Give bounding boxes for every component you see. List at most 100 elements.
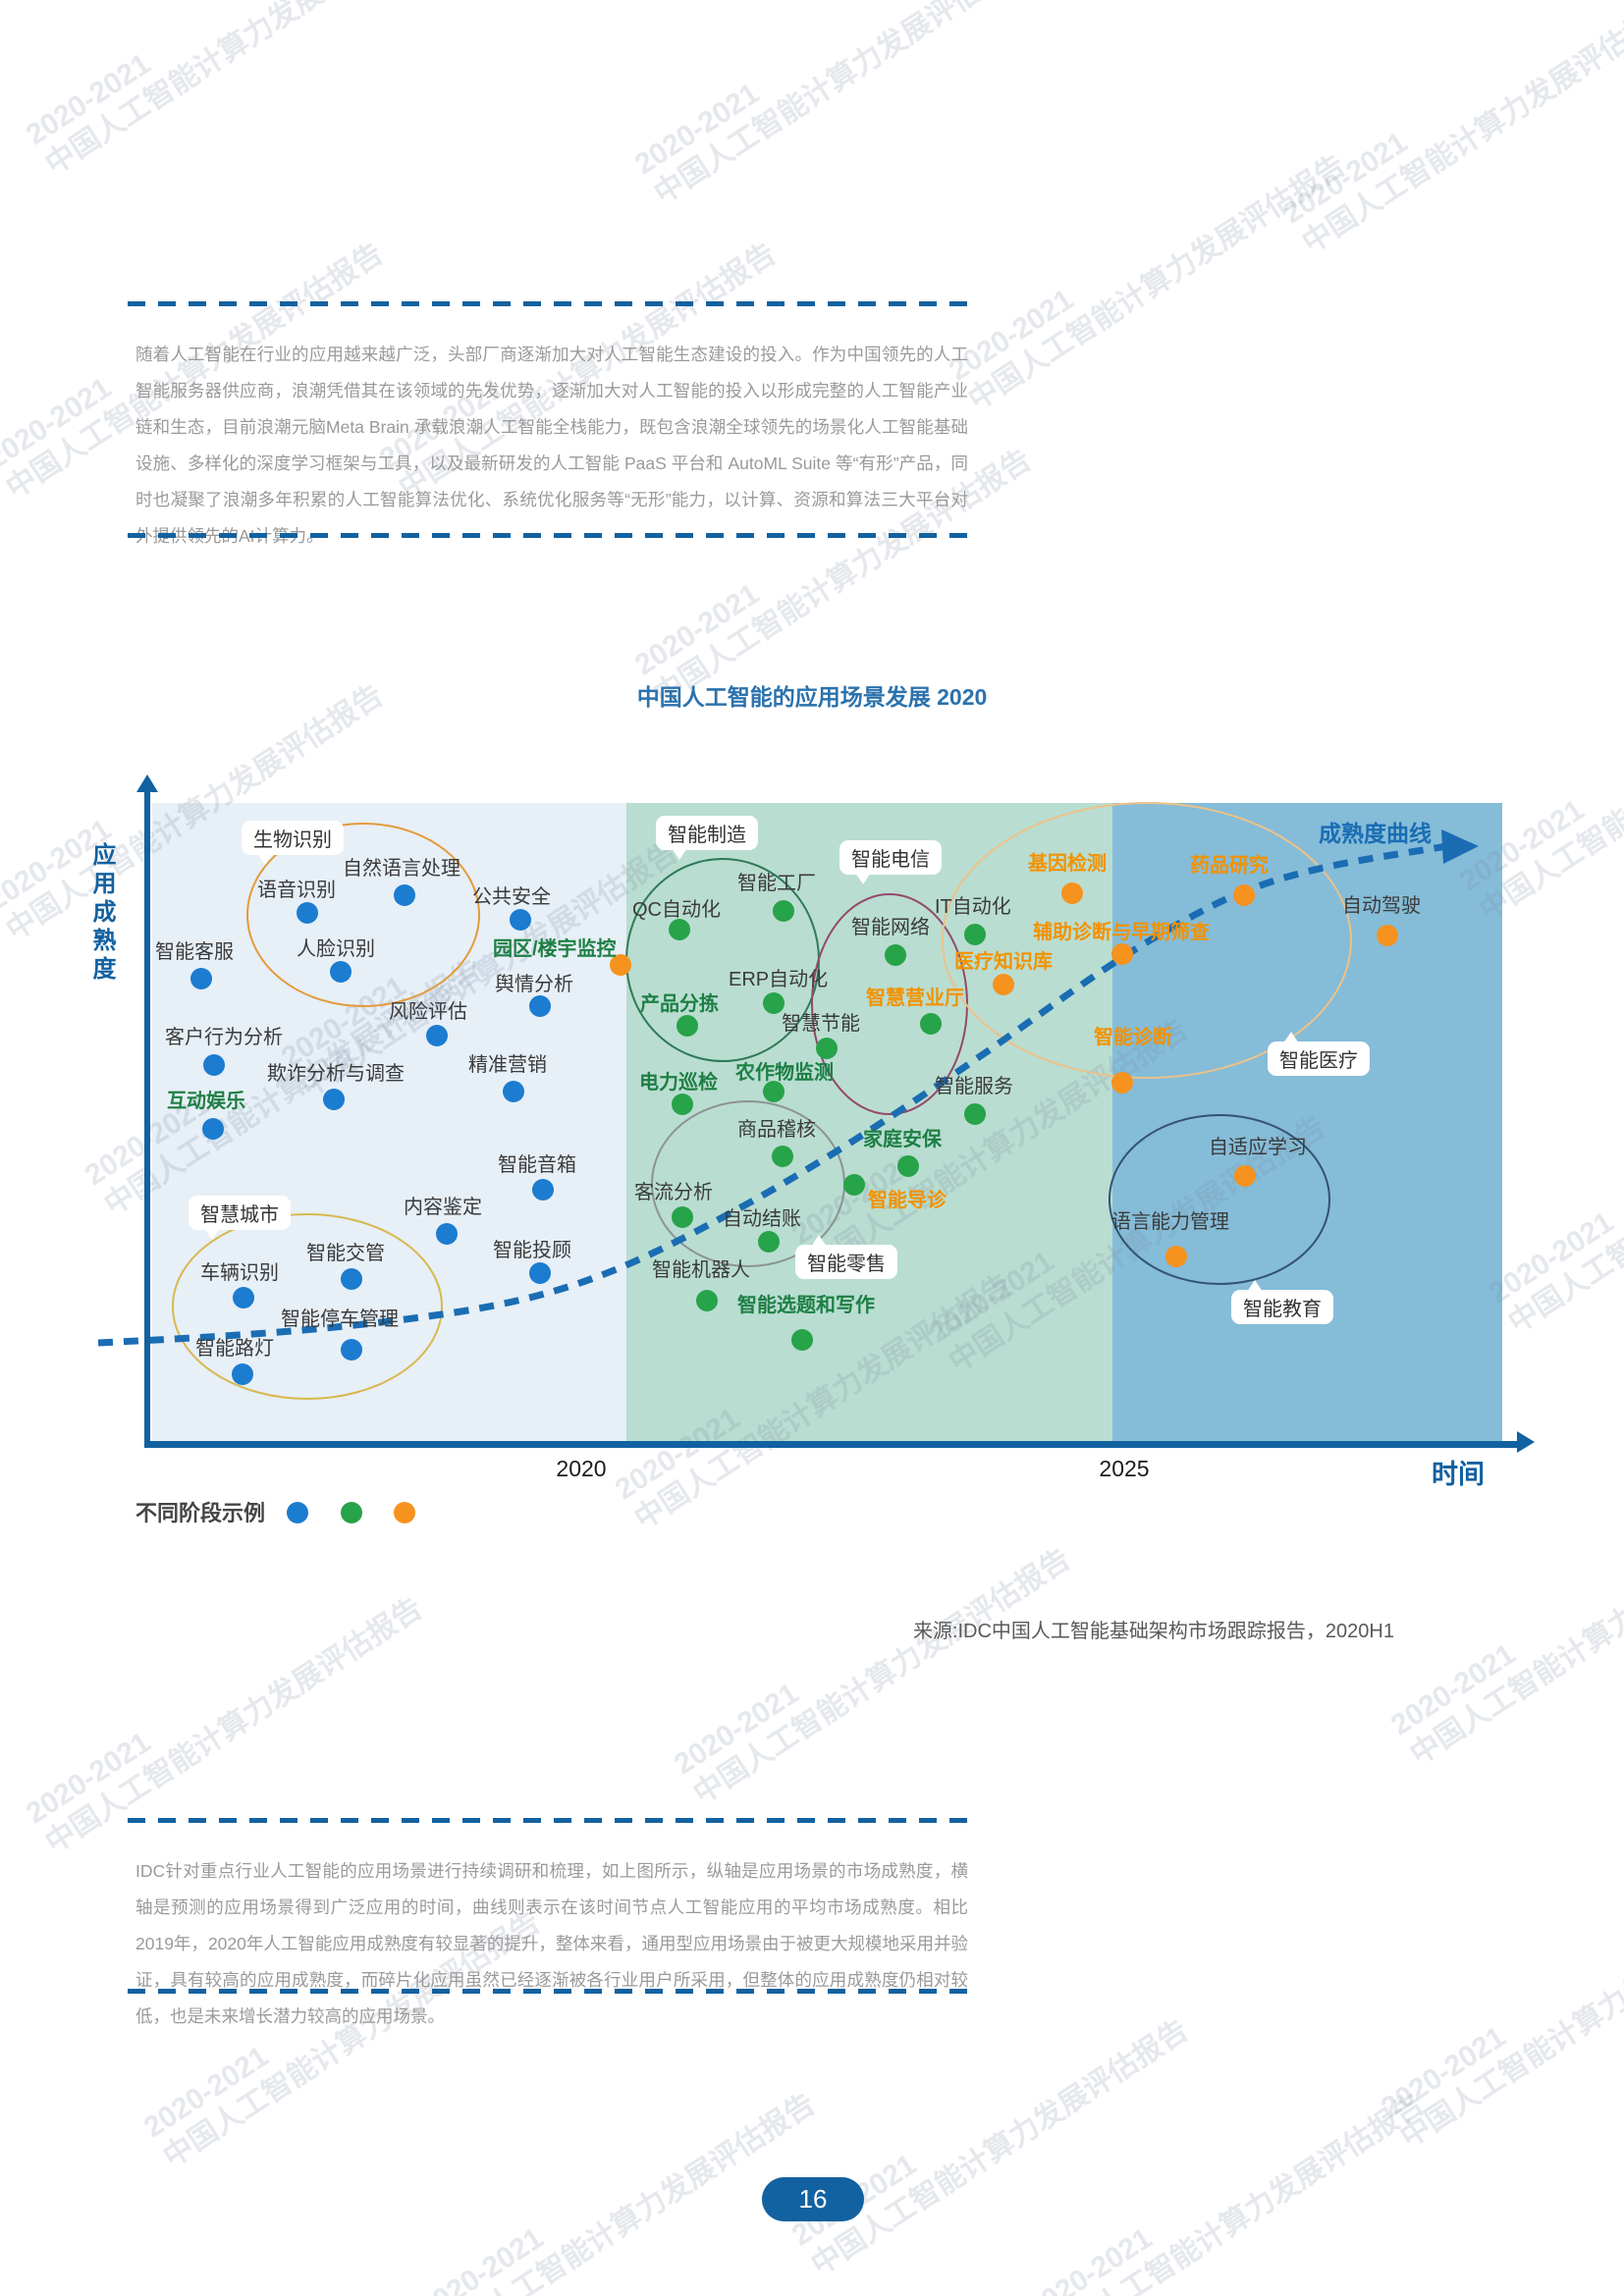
- data-point-dot: [885, 944, 906, 966]
- data-point-dot: [330, 961, 352, 983]
- data-point-label: 辅助诊断与早期筛查: [1033, 922, 1210, 943]
- y-axis-arrow-icon: [136, 774, 158, 792]
- data-point-label: 智能交管: [306, 1243, 385, 1264]
- data-point-dot: [696, 1290, 718, 1311]
- data-point-dot: [669, 919, 690, 940]
- data-point-label: 智能服务: [935, 1076, 1013, 1097]
- data-point-label: 欺诈分析与调查: [267, 1063, 405, 1085]
- data-point-dot: [529, 995, 551, 1017]
- legend-stage-dot: [287, 1502, 308, 1523]
- group-callout: 智能制造: [656, 816, 758, 860]
- data-point-dot: [773, 900, 794, 922]
- data-point-label: 车辆识别: [200, 1262, 279, 1284]
- data-point-label: 园区/楼宇监控: [493, 938, 617, 960]
- data-point-label: 智能停车管理: [281, 1308, 399, 1330]
- separator-dashed-bottom: [128, 1989, 968, 1994]
- data-point-dot: [426, 1025, 448, 1046]
- legend-label: 不同阶段示例: [135, 1501, 266, 1525]
- data-point-dot: [233, 1287, 254, 1308]
- data-point-dot: [1234, 1165, 1256, 1187]
- data-point-label: 自然语言处理: [343, 858, 460, 880]
- intro-paragraph: 随着人工智能在行业的应用越来越广泛，头部厂商逐渐加大对人工智能生态建设的投入。作…: [135, 344, 968, 546]
- data-point-dot: [203, 1054, 225, 1076]
- separator-dashed-intro-bottom: [128, 533, 968, 538]
- data-point-dot: [436, 1223, 458, 1245]
- separator-dashed-analysis-top: [128, 1818, 968, 1823]
- legend-dots: [0, 1502, 1624, 1523]
- data-point-dot: [772, 1146, 793, 1167]
- data-point-dot: [297, 902, 318, 924]
- data-point-label: 客流分析: [634, 1182, 713, 1203]
- data-point-label: ERP自动化: [729, 969, 829, 990]
- group-callout: 智能医疗: [1268, 1032, 1370, 1076]
- group-callout: 生物识别: [242, 821, 344, 865]
- data-point-label: 语言能力管理: [1111, 1211, 1229, 1233]
- data-point-label: 智能导诊: [868, 1190, 947, 1211]
- data-point-label: 智能机器人: [652, 1259, 750, 1281]
- x-axis-label: 时间: [1432, 1460, 1485, 1489]
- data-point-dot: [1233, 884, 1255, 906]
- data-point-dot: [503, 1081, 524, 1102]
- group-callout: 智能零售: [795, 1235, 897, 1279]
- x-axis-line: [144, 1441, 1519, 1448]
- data-point-label: 自动结账: [723, 1208, 801, 1230]
- data-point-dot: [677, 1015, 698, 1037]
- data-point-dot: [1061, 882, 1083, 904]
- data-point-label: 商品稽核: [737, 1119, 816, 1141]
- maturity-curve-label: 成熟度曲线: [1319, 821, 1432, 846]
- data-point-label: 智慧营业厅: [866, 988, 964, 1009]
- data-point-dot: [791, 1329, 813, 1351]
- data-point-label: 智能投顾: [493, 1240, 571, 1261]
- legend-stage-dot: [341, 1502, 362, 1523]
- data-point-dot: [532, 1179, 554, 1201]
- chart-band: [1112, 803, 1502, 1441]
- data-point-dot: [341, 1268, 362, 1290]
- data-point-label: 客户行为分析: [165, 1027, 283, 1048]
- data-point-label: QC自动化: [632, 899, 721, 921]
- data-point-dot: [1111, 943, 1133, 965]
- data-point-label: 互动娱乐: [167, 1091, 245, 1112]
- data-point-label: 风险评估: [389, 1001, 467, 1023]
- data-point-label: 人脸识别: [297, 938, 375, 960]
- group-callout: 智慧城市: [189, 1196, 291, 1240]
- data-point-label: IT自动化: [935, 896, 1011, 918]
- data-point-label: 农作物监测: [735, 1062, 834, 1084]
- data-point-dot: [758, 1231, 780, 1253]
- data-point-dot: [1111, 1072, 1133, 1094]
- data-point-dot: [897, 1155, 919, 1177]
- data-point-label: 智慧节能: [782, 1013, 860, 1035]
- separator-dashed-top: [128, 301, 968, 306]
- data-point-label: 电力巡检: [639, 1072, 718, 1094]
- data-point-dot: [843, 1174, 865, 1196]
- data-point-label: 内容鉴定: [404, 1197, 482, 1218]
- page-number: 16: [762, 2177, 864, 2221]
- data-point-label: 公共安全: [472, 886, 551, 908]
- data-point-dot: [1377, 925, 1398, 946]
- data-point-label: 医疗知识库: [954, 951, 1053, 973]
- data-point-dot: [920, 1013, 942, 1035]
- data-point-label: 智能路灯: [195, 1338, 274, 1360]
- legend-stage-dot: [394, 1502, 415, 1523]
- source-note: 来源:IDC中国人工智能基础架构市场跟踪报告，2020H1: [912, 1621, 1394, 1642]
- data-point-dot: [672, 1206, 693, 1228]
- data-point-dot: [232, 1363, 253, 1385]
- data-point-dot: [190, 968, 212, 989]
- data-point-dot: [964, 924, 986, 945]
- axis-tick: 2020: [556, 1456, 607, 1481]
- data-point-label: 产品分拣: [640, 993, 719, 1015]
- axis-tick: 2025: [1099, 1456, 1150, 1481]
- y-axis-line: [144, 791, 150, 1445]
- data-point-dot: [672, 1094, 693, 1115]
- data-point-label: 药品研究: [1190, 855, 1269, 877]
- data-point-label: 自动驾驶: [1342, 895, 1421, 917]
- data-point-dot: [510, 909, 531, 931]
- data-point-label: 精准营销: [468, 1054, 547, 1076]
- data-point-dot: [323, 1089, 345, 1110]
- data-point-label: 舆情分析: [495, 974, 573, 995]
- analysis-paragraph: IDC针对重点行业人工智能的应用场景进行持续调研和梳理，如上图所示，纵轴是应用场…: [135, 1860, 968, 2026]
- data-point-dot: [1165, 1246, 1187, 1267]
- data-point-dot: [341, 1339, 362, 1361]
- group-callout: 智能电信: [839, 840, 942, 884]
- data-point-label: 智能诊断: [1094, 1027, 1172, 1048]
